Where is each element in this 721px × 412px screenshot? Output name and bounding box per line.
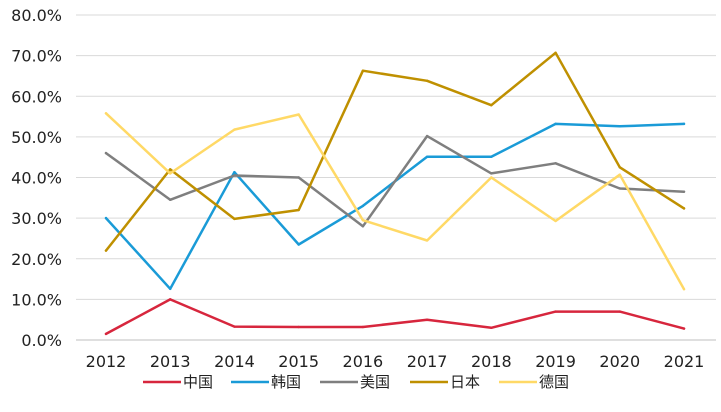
legend-item: 日本: [410, 373, 480, 391]
series-line-0: [104, 298, 686, 336]
y-tick-label: 10.0%: [11, 290, 62, 309]
y-tick-label: 30.0%: [11, 209, 62, 228]
x-tick-label: 2021: [664, 352, 705, 371]
data-point: [682, 190, 686, 193]
data-point: [490, 172, 493, 175]
x-tick-label: 2013: [150, 352, 191, 371]
data-point: [618, 310, 621, 313]
y-tick-label: 0.0%: [21, 331, 62, 350]
x-tick-label: 2018: [471, 352, 512, 371]
legend-item: 德国: [499, 373, 569, 391]
data-point: [104, 112, 108, 115]
data-point: [233, 128, 236, 131]
x-axis-ticks: 2012 2013 2014 2015 2016 2017 2018 2019 2020 2021: [86, 352, 705, 371]
data-point: [618, 166, 621, 169]
data-point: [618, 173, 621, 176]
legend-item: 韩国: [231, 373, 301, 391]
x-tick-label: 2012: [86, 352, 127, 371]
data-point: [233, 174, 236, 177]
data-point: [425, 239, 429, 242]
y-tick-label: 70.0%: [11, 47, 62, 66]
data-point: [297, 176, 300, 179]
data-point: [554, 51, 557, 54]
data-point: [297, 113, 300, 116]
y-tick-label: 50.0%: [11, 128, 62, 147]
data-point: [682, 288, 686, 291]
data-point: [490, 326, 493, 330]
data-point: [361, 69, 365, 72]
data-point: [104, 332, 108, 336]
y-tick-label: 80.0%: [11, 6, 62, 25]
y-tick-label: 20.0%: [11, 250, 62, 269]
legend-label: 中国: [183, 373, 213, 391]
data-point: [554, 310, 557, 313]
series-line-2: [104, 134, 686, 228]
data-point: [554, 162, 557, 165]
legend-label: 德国: [539, 373, 569, 391]
x-tick-label: 2016: [343, 352, 384, 371]
data-point: [169, 198, 172, 202]
data-point: [104, 249, 108, 252]
data-point: [554, 122, 557, 126]
data-point: [490, 103, 493, 107]
data-point: [233, 217, 236, 221]
y-tick-label: 40.0%: [11, 169, 62, 188]
x-tick-label: 2019: [535, 352, 576, 371]
data-point: [169, 298, 172, 301]
data-point: [233, 171, 236, 174]
x-tick-label: 2020: [599, 352, 640, 371]
data-point: [104, 151, 108, 155]
data-point: [104, 216, 108, 220]
data-point: [169, 287, 172, 291]
data-point: [618, 125, 621, 128]
legend-label: 日本: [450, 373, 480, 391]
legend-item: 美国: [320, 373, 390, 391]
data-point: [297, 243, 300, 246]
data-point: [554, 219, 557, 223]
data-point: [169, 168, 172, 171]
data-point: [490, 176, 493, 179]
data-point: [490, 155, 493, 158]
data-point: [682, 207, 686, 210]
series-line-4: [104, 112, 686, 291]
data-point: [361, 204, 365, 208]
data-point: [361, 325, 365, 329]
legend-item: 中国: [143, 373, 213, 391]
data-point: [425, 318, 429, 321]
data-point: [233, 325, 236, 328]
data-point: [361, 218, 365, 222]
data-point: [297, 325, 300, 329]
data-point: [361, 225, 365, 228]
series-line-3: [104, 51, 686, 252]
series-line-1: [104, 122, 686, 291]
series-lines: [104, 51, 686, 336]
y-axis-ticks: 0.0% 10.0% 20.0% 30.0% 40.0% 50.0% 60.0% 70.0% 8…: [11, 6, 62, 350]
data-point: [425, 134, 429, 138]
x-tick-label: 2017: [407, 352, 448, 371]
data-point: [425, 79, 429, 83]
data-point: [297, 208, 300, 212]
data-point: [169, 172, 172, 175]
data-point: [618, 187, 621, 190]
y-tick-label: 60.0%: [11, 87, 62, 106]
x-tick-label: 2014: [214, 352, 255, 371]
data-point: [425, 155, 429, 158]
data-point: [682, 122, 686, 126]
legend-label: 韩国: [271, 373, 301, 391]
data-point: [682, 327, 686, 330]
legend: 中国 韩国 美国 日本 德国: [143, 373, 569, 391]
legend-label: 美国: [360, 373, 390, 391]
x-tick-label: 2015: [278, 352, 319, 371]
